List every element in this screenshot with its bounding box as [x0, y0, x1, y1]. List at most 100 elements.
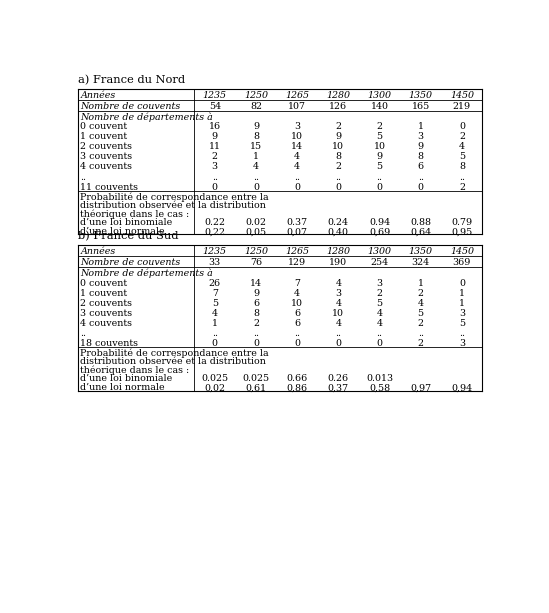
Text: ..: .. [377, 329, 383, 338]
Text: 82: 82 [250, 102, 262, 111]
Text: 140: 140 [371, 102, 389, 111]
Text: ..: .. [335, 329, 341, 338]
Text: Probabilité de correspondance entre la: Probabilité de correspondance entre la [80, 192, 269, 202]
Text: 9: 9 [212, 132, 218, 142]
Text: 0,94: 0,94 [451, 384, 473, 392]
Text: 2: 2 [418, 319, 424, 328]
Text: 9: 9 [335, 132, 341, 142]
Text: 254: 254 [371, 258, 389, 267]
Text: 16: 16 [209, 123, 221, 131]
Text: 0.025: 0.025 [201, 375, 228, 383]
Text: 324: 324 [412, 258, 430, 267]
Text: 2: 2 [377, 289, 383, 298]
Text: 11 couvents: 11 couvents [80, 183, 138, 191]
Text: 0,64: 0,64 [410, 227, 432, 236]
Text: 0,69: 0,69 [369, 227, 390, 236]
Text: 9: 9 [377, 153, 383, 161]
Text: 6: 6 [294, 309, 300, 318]
Text: 0: 0 [377, 183, 383, 191]
Text: 6: 6 [418, 162, 424, 172]
Text: 4: 4 [294, 162, 300, 172]
Text: 15: 15 [250, 142, 262, 151]
Text: 2: 2 [335, 123, 341, 131]
Text: ..: .. [418, 172, 424, 181]
Text: Nombre de départements à: Nombre de départements à [80, 112, 213, 122]
Text: 1 couvent: 1 couvent [80, 289, 127, 298]
Text: ..: .. [335, 172, 341, 181]
Text: 1250: 1250 [244, 247, 268, 256]
Text: 3: 3 [377, 279, 383, 287]
Text: 14: 14 [291, 142, 303, 151]
Text: 2: 2 [253, 319, 259, 328]
Text: 1: 1 [212, 319, 218, 328]
Text: 8: 8 [253, 309, 259, 318]
Text: 2 couvents: 2 couvents [80, 142, 132, 151]
Text: 0: 0 [459, 123, 465, 131]
Text: distribution observée et la distribution: distribution observée et la distribution [80, 201, 266, 210]
Text: 4: 4 [212, 309, 218, 318]
Text: 0,37: 0,37 [328, 384, 349, 392]
Text: 1265: 1265 [285, 91, 309, 100]
Text: 0,95: 0,95 [451, 227, 473, 236]
Text: 5: 5 [377, 299, 383, 308]
Text: 0,97: 0,97 [410, 384, 432, 392]
Text: 1: 1 [253, 153, 259, 161]
Text: 0: 0 [377, 339, 383, 348]
Text: Nombre de départements à: Nombre de départements à [80, 268, 213, 278]
Text: 190: 190 [329, 258, 348, 267]
Text: ..: .. [459, 172, 465, 181]
Text: 10: 10 [332, 309, 344, 318]
Text: 5: 5 [418, 309, 424, 318]
Text: b) France du Sud: b) France du Sud [78, 231, 178, 242]
Text: 2: 2 [459, 132, 465, 142]
Text: 3: 3 [212, 162, 218, 172]
Text: 2: 2 [212, 153, 218, 161]
Text: 4: 4 [294, 153, 300, 161]
Text: 7: 7 [212, 289, 218, 298]
Text: ..: .. [377, 172, 383, 181]
Text: 5: 5 [212, 299, 218, 308]
Text: 129: 129 [288, 258, 306, 267]
Text: 4: 4 [418, 299, 424, 308]
Text: Nombre de couvents: Nombre de couvents [80, 102, 181, 111]
Text: 0.22: 0.22 [204, 218, 225, 227]
Text: 9: 9 [253, 123, 259, 131]
Text: 0: 0 [253, 339, 259, 348]
Text: d’une loi normale: d’une loi normale [80, 384, 165, 392]
Text: Années: Années [80, 91, 115, 100]
Text: 0: 0 [253, 183, 259, 191]
Text: ..: .. [253, 172, 259, 181]
Text: ..: .. [459, 329, 465, 338]
Text: 18 couvents: 18 couvents [80, 339, 138, 348]
Text: 8: 8 [335, 153, 341, 161]
Text: 3 couvents: 3 couvents [80, 309, 132, 318]
Text: d’une loi normale: d’une loi normale [80, 227, 165, 236]
Text: 1 couvent: 1 couvent [80, 132, 127, 142]
Text: 165: 165 [412, 102, 430, 111]
Text: 1265: 1265 [285, 247, 309, 256]
Text: 26: 26 [209, 279, 221, 287]
Text: 1300: 1300 [367, 247, 391, 256]
Text: théorique dans le cas :: théorique dans le cas : [80, 210, 189, 219]
Text: 0,22: 0,22 [204, 227, 225, 236]
Text: 1: 1 [459, 299, 465, 308]
Text: 0: 0 [212, 183, 218, 191]
Text: a) France du Nord: a) France du Nord [78, 75, 185, 85]
Text: 4: 4 [377, 319, 383, 328]
Text: 2 couvents: 2 couvents [80, 299, 132, 308]
Text: Nombre de couvents: Nombre de couvents [80, 258, 181, 267]
Text: ..: .. [294, 172, 300, 181]
Text: 3: 3 [459, 309, 465, 318]
Text: 5: 5 [377, 162, 383, 172]
Text: d’une loi binomiale: d’une loi binomiale [80, 218, 172, 227]
Text: ..: .. [294, 329, 300, 338]
Text: 0.88: 0.88 [410, 218, 431, 227]
Text: 0.94: 0.94 [369, 218, 390, 227]
Text: Années: Années [80, 247, 115, 256]
Text: 9: 9 [253, 289, 259, 298]
Text: 76: 76 [250, 258, 262, 267]
Text: 1300: 1300 [367, 91, 391, 100]
Text: 8: 8 [253, 132, 259, 142]
Text: ..: .. [80, 172, 86, 181]
Text: 4: 4 [335, 319, 341, 328]
